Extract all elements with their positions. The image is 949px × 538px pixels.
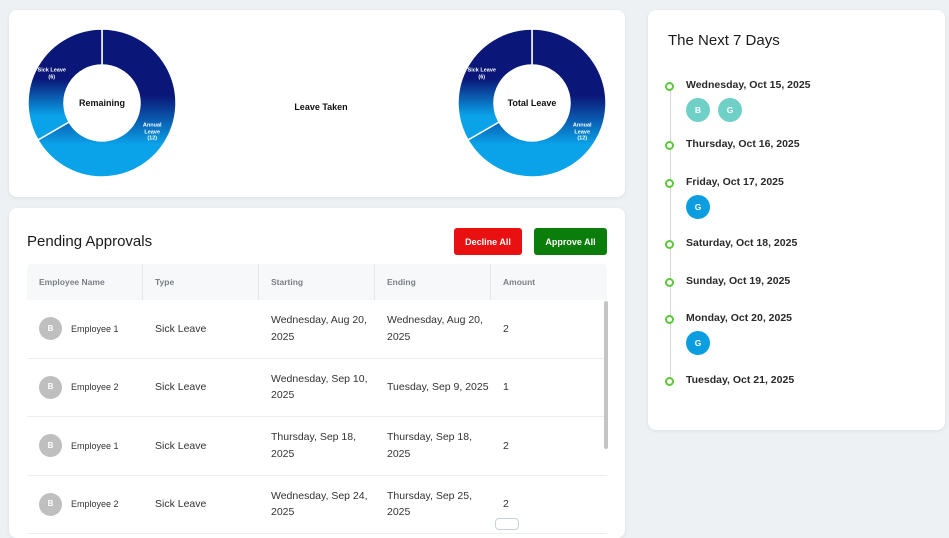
total-leave-slice-annual-leave[interactable] (466, 29, 606, 177)
avatar: B (39, 375, 62, 399)
approve-all-button[interactable]: Approve All (534, 228, 607, 255)
timeline-dot (665, 82, 674, 91)
avatar: B (39, 317, 62, 341)
timeline-date: Thursday, Oct 16, 2025 (686, 138, 800, 150)
employee-name: Employee 1 (71, 440, 119, 451)
start-date: Wednesday, Aug 20, 2025 (271, 314, 367, 343)
employee-cell: B Employee 2 (27, 375, 143, 399)
end-date: Thursday, Sep 18, 2025 (387, 431, 473, 460)
employee-cell: B Employee 1 (27, 317, 143, 341)
total-leave-slice-sick-leave[interactable] (458, 29, 533, 142)
timeline-avatars: G (686, 195, 710, 219)
column-header-amount[interactable]: Amount (503, 277, 536, 287)
pending-approvals-card: Pending Approvals Decline All Approve Al… (9, 208, 625, 538)
next-7-days-title: The Next 7 Days (668, 32, 780, 49)
leave-amount: 2 (503, 322, 509, 335)
leave-charts-card: Remaining Annual Leave (12) Sick Leave (6) Le… (9, 10, 625, 197)
table-row[interactable]: B Employee 1 Sick Leave Wednesday, Aug 20, … (27, 300, 607, 359)
column-header-type[interactable]: Type (143, 264, 259, 300)
avatar: B (39, 492, 62, 516)
leave-amount: 2 (503, 498, 509, 510)
leave-type: Sick Leave (155, 439, 207, 452)
avatar[interactable]: B (686, 98, 710, 122)
table-header: Employee Name Type Starting Ending Amoun… (27, 264, 607, 300)
column-header-starting[interactable]: Starting (259, 264, 375, 300)
leave-taken-label: Leave Taken (294, 102, 348, 112)
total-leave-center-label: Total Leave (507, 98, 557, 108)
start-date: Thursday, Sep 18, 2025 (271, 431, 357, 460)
leave-type: Sick Leave (155, 322, 207, 335)
decline-all-button[interactable]: Decline All (454, 228, 522, 255)
table-scrollbar[interactable] (604, 301, 608, 449)
end-date: Wednesday, Aug 20, 2025 (387, 314, 483, 343)
leave-amount: 1 (503, 381, 509, 393)
remaining-leave-slice-label: Annual Leave (12) (142, 122, 162, 142)
employee-cell: B Employee 1 (27, 434, 143, 458)
leave-type: Sick Leave (155, 498, 207, 510)
total-leave-slice-label: Sick Leave (6) (467, 67, 496, 81)
timeline-date: Tuesday, Oct 21, 2025 (686, 374, 795, 386)
timeline-dot (665, 315, 674, 324)
remaining-leave-center-label: Remaining (78, 98, 125, 108)
timeline-dot (665, 278, 674, 287)
pending-approvals-title: Pending Approvals (27, 233, 153, 250)
timeline-dot (665, 240, 674, 249)
timeline-date: Sunday, Oct 19, 2025 (686, 275, 791, 287)
pagination-indicator[interactable] (495, 518, 519, 530)
end-date: Thursday, Sep 25, 2025 (387, 489, 473, 519)
remaining-leave-donut (28, 29, 176, 177)
leave-type: Sick Leave (155, 381, 207, 393)
timeline-date: Wednesday, Oct 15, 2025 (686, 79, 811, 91)
timeline-dot (665, 179, 674, 188)
timeline-dot (665, 141, 674, 150)
avatar[interactable]: G (686, 331, 710, 355)
approvals-table: Employee Name Type Starting Ending Amoun… (27, 264, 607, 534)
leave-amount: 2 (503, 439, 509, 452)
start-date: Wednesday, Sep 24, 2025 (271, 489, 368, 519)
employee-name: Employee 2 (71, 382, 119, 392)
table-body: B Employee 1 Sick Leave Wednesday, Aug 20, … (27, 300, 607, 534)
remaining-leave-slice-annual-leave[interactable] (36, 29, 176, 177)
avatar: B (39, 434, 62, 458)
employee-name: Employee 1 (71, 323, 119, 334)
column-header-employee-name[interactable]: Employee Name (27, 264, 143, 300)
employee-cell: B Employee 2 (27, 492, 143, 516)
remaining-leave-slice-label: Sick Leave (6) (37, 67, 66, 81)
next-7-days-card: The Next 7 Days Wednesday, Oct 15, 2025 B… (648, 10, 945, 430)
column-header-ending[interactable]: Ending (375, 264, 491, 300)
start-date: Wednesday, Sep 10, 2025 (271, 372, 368, 402)
timeline-dot (665, 377, 674, 386)
timeline-line (670, 82, 671, 379)
avatar[interactable]: G (686, 195, 710, 219)
timeline-date: Friday, Oct 17, 2025 (686, 176, 784, 188)
total-leave-donut (458, 29, 606, 177)
end-date: Tuesday, Sep 9, 2025 (387, 381, 489, 393)
total-leave-slice-label: Annual Leave (12) (572, 122, 592, 142)
table-row[interactable]: B Employee 2 Sick Leave Wednesday, Sep 10, … (27, 359, 607, 417)
timeline-date: Saturday, Oct 18, 2025 (686, 237, 798, 249)
employee-name: Employee 2 (71, 499, 119, 509)
avatar[interactable]: G (718, 98, 742, 122)
table-row[interactable]: B Employee 2 Sick Leave Wednesday, Sep 24, … (27, 476, 607, 534)
timeline-date: Monday, Oct 20, 2025 (686, 312, 793, 324)
remaining-leave-slice-sick-leave[interactable] (28, 29, 103, 142)
table-row[interactable]: B Employee 1 Sick Leave Thursday, Sep 18, 2… (27, 417, 607, 476)
timeline-avatars: G (686, 331, 710, 355)
